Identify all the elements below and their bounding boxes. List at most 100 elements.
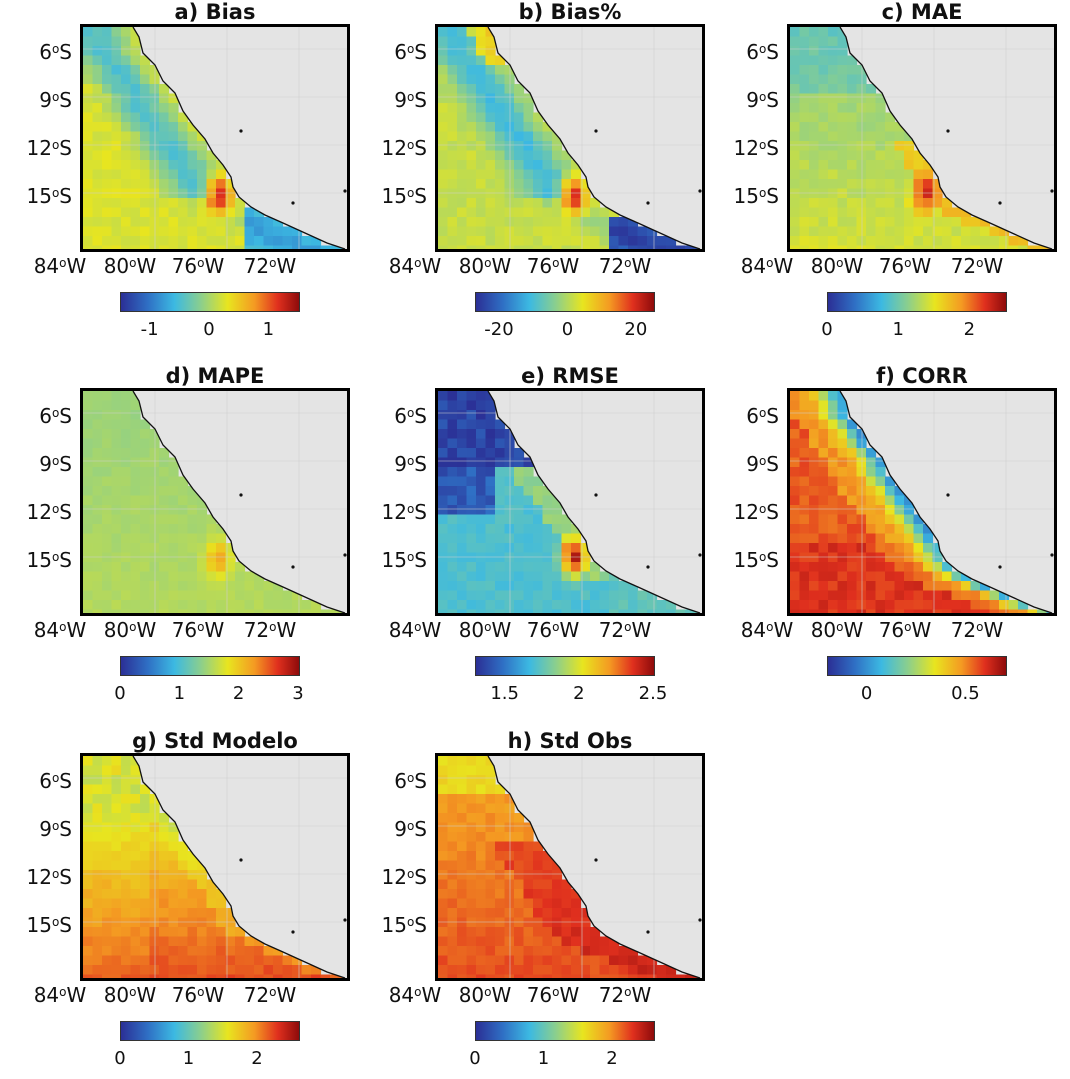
colorbar-tick-label: 1 bbox=[173, 683, 186, 704]
lat-tick-label: 9oS bbox=[394, 817, 427, 841]
colorbar-tick-label: 2 bbox=[232, 683, 245, 704]
lat-tick-label: 9oS bbox=[394, 88, 427, 112]
lat-tick-label: 9oS bbox=[746, 452, 779, 476]
lat-tick-label: 6oS bbox=[746, 404, 779, 428]
coastline bbox=[132, 391, 346, 613]
colorbar-tick-label: 0 bbox=[561, 319, 574, 340]
panel-title: d) MAPE bbox=[165, 364, 265, 388]
island-marker bbox=[946, 493, 950, 497]
map-frame bbox=[435, 388, 705, 616]
colorbar-tick-label: 0.5 bbox=[951, 683, 980, 704]
coastline bbox=[487, 27, 701, 249]
coastline bbox=[839, 27, 1053, 249]
colorbar-tick-label: 2 bbox=[606, 1048, 618, 1069]
colorbar-tick-label: 2 bbox=[251, 1048, 263, 1069]
land-mask bbox=[488, 391, 702, 613]
lat-tick-label: 12oS bbox=[26, 865, 73, 889]
lat-tick-label: 6oS bbox=[394, 40, 427, 64]
map-field bbox=[83, 756, 347, 978]
map-field bbox=[790, 27, 1054, 249]
island-marker bbox=[343, 553, 347, 557]
island-marker bbox=[343, 189, 347, 193]
colorbar-tick-label: 1 bbox=[892, 319, 904, 340]
colorbar-tick-label: 0 bbox=[114, 683, 126, 704]
map-field bbox=[83, 27, 347, 249]
lon-tick-label: 84oW bbox=[33, 983, 87, 1007]
lon-tick-label: 72oW bbox=[598, 254, 652, 278]
lat-tick-label: 15oS bbox=[381, 548, 428, 572]
panel-title: e) RMSE bbox=[521, 364, 619, 388]
lat-tick-label: 6oS bbox=[394, 404, 427, 428]
lon-tick-label: 84oW bbox=[33, 254, 87, 278]
lon-tick-label: 72oW bbox=[598, 618, 652, 642]
island-marker bbox=[291, 565, 295, 569]
island-marker bbox=[291, 201, 295, 205]
lon-tick-label: 72oW bbox=[243, 618, 297, 642]
island-marker bbox=[646, 565, 650, 569]
lon-tick-label: 76oW bbox=[526, 983, 580, 1007]
island-marker bbox=[1050, 189, 1054, 193]
island-marker bbox=[698, 918, 702, 922]
lat-tick-label: 15oS bbox=[733, 548, 780, 572]
colorbar bbox=[475, 292, 655, 312]
colorbar-tick-label: 0 bbox=[469, 1048, 481, 1069]
island-marker bbox=[343, 918, 347, 922]
lon-tick-label: 80oW bbox=[103, 983, 157, 1007]
coastline bbox=[487, 756, 701, 978]
panel-title: b) Bias% bbox=[518, 0, 622, 24]
island-marker bbox=[239, 129, 243, 133]
colorbar bbox=[120, 656, 300, 676]
panel-title: a) Bias bbox=[174, 0, 256, 24]
lat-tick-label: 6oS bbox=[39, 404, 72, 428]
lon-tick-label: 84oW bbox=[388, 983, 442, 1007]
lat-tick-label: 9oS bbox=[746, 88, 779, 112]
panel-title: c) MAE bbox=[881, 0, 963, 24]
map-panel-e: e) RMSE 6oS 9oS 12oS 15oS 84oW 80oW 76oW 72oW 1.5… bbox=[355, 364, 715, 714]
island-marker bbox=[239, 858, 243, 862]
map-panel-f: f) CORR 6oS 9oS 12oS 15oS 84oW 80oW 76oW 72oW 0 0.… bbox=[707, 364, 1067, 714]
lat-tick-label: 15oS bbox=[381, 913, 428, 937]
lat-tick-label: 6oS bbox=[39, 40, 72, 64]
panel-title: h) Std Obs bbox=[507, 729, 633, 753]
lat-tick-label: 9oS bbox=[39, 817, 72, 841]
colorbar-tick-label: 0 bbox=[860, 683, 873, 704]
island-marker bbox=[998, 201, 1002, 205]
lon-tick-label: 84oW bbox=[740, 618, 794, 642]
lon-tick-label: 80oW bbox=[103, 618, 157, 642]
land-mask bbox=[133, 756, 347, 978]
land-mask bbox=[488, 756, 702, 978]
ocean-cells bbox=[83, 756, 347, 978]
coastline bbox=[487, 391, 701, 613]
island-marker bbox=[1050, 553, 1054, 557]
lat-tick-label: 12oS bbox=[733, 500, 780, 524]
lat-tick-label: 6oS bbox=[394, 769, 427, 793]
map-field bbox=[438, 391, 702, 613]
colorbar-tick-label: 2.5 bbox=[638, 683, 668, 704]
map-frame bbox=[787, 24, 1057, 252]
lat-tick-label: 15oS bbox=[381, 184, 428, 208]
ocean-cells bbox=[83, 27, 347, 249]
lat-tick-label: 12oS bbox=[381, 136, 428, 160]
island-marker bbox=[594, 858, 598, 862]
lon-tick-label: 84oW bbox=[33, 618, 87, 642]
lon-tick-label: 72oW bbox=[243, 254, 297, 278]
lon-tick-label: 76oW bbox=[526, 254, 580, 278]
colorbar bbox=[475, 1021, 655, 1041]
lat-tick-label: 12oS bbox=[381, 500, 428, 524]
lon-tick-label: 76oW bbox=[526, 618, 580, 642]
island-marker bbox=[646, 930, 650, 934]
colorbar-tick-label: 1 bbox=[262, 319, 275, 340]
lon-tick-label: 76oW bbox=[171, 618, 225, 642]
lon-tick-label: 76oW bbox=[878, 618, 932, 642]
map-field bbox=[790, 391, 1054, 613]
colorbar-tick-label: 0 bbox=[821, 319, 833, 340]
land-mask bbox=[840, 391, 1054, 613]
colorbar-tick-label: -1 bbox=[140, 319, 159, 340]
colorbar bbox=[827, 292, 1007, 312]
map-field bbox=[83, 391, 347, 613]
island-marker bbox=[698, 553, 702, 557]
colorbar bbox=[475, 656, 655, 676]
lat-tick-label: 12oS bbox=[26, 500, 73, 524]
map-frame bbox=[787, 388, 1057, 616]
lon-tick-label: 72oW bbox=[243, 983, 297, 1007]
